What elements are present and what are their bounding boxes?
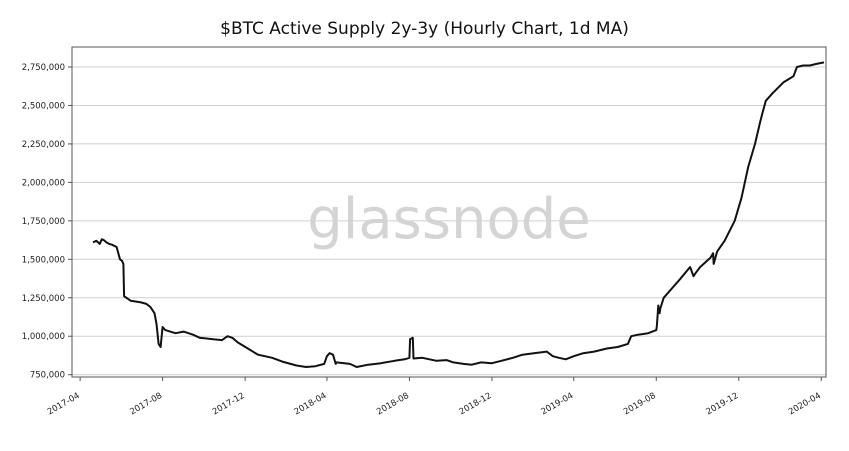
x-tick-label: 2017-08 [128, 391, 164, 417]
y-tick-label: 2,750,000 [22, 63, 65, 73]
x-tick-label: 2017-04 [46, 391, 82, 417]
chart-title: $BTC Active Supply 2y-3y (Hourly Chart, … [220, 19, 629, 39]
x-tick-label: 2017-12 [211, 391, 247, 417]
series-layer [92, 61, 825, 368]
y-tick-label: 2,000,000 [22, 178, 65, 188]
x-tick-label: 2019-04 [540, 391, 576, 417]
y-tick-label: 1,000,000 [22, 332, 65, 342]
watermark: glassnode [307, 187, 591, 252]
x-tick-label: 2018-04 [293, 391, 329, 417]
x-tick-label: 2020-04 [787, 391, 823, 417]
watermark-text: glassnode [307, 187, 591, 252]
x-axis: 2017-04 2017-08 2017-12 2018-04 2018-08 2018-… [46, 377, 823, 417]
y-tick-label: 1,750,000 [22, 217, 65, 227]
x-tick-label: 2019-12 [705, 391, 741, 417]
gridlines [72, 66, 826, 376]
x-tick-label: 2019-08 [622, 391, 658, 417]
series-line [92, 61, 825, 368]
y-axis: 750,000 1,000,000 1,250,000 1,500,000 1,750,… [22, 63, 72, 381]
y-tick-label: 2,500,000 [22, 101, 65, 111]
y-tick-label: 1,500,000 [22, 255, 65, 265]
y-tick-label: 2,250,000 [22, 140, 65, 150]
y-tick-label: 750,000 [30, 371, 65, 381]
plot-frame [71, 46, 827, 378]
x-tick-label: 2018-12 [458, 391, 494, 417]
y-tick-label: 1,250,000 [22, 294, 65, 304]
x-tick-label: 2018-08 [375, 391, 411, 417]
